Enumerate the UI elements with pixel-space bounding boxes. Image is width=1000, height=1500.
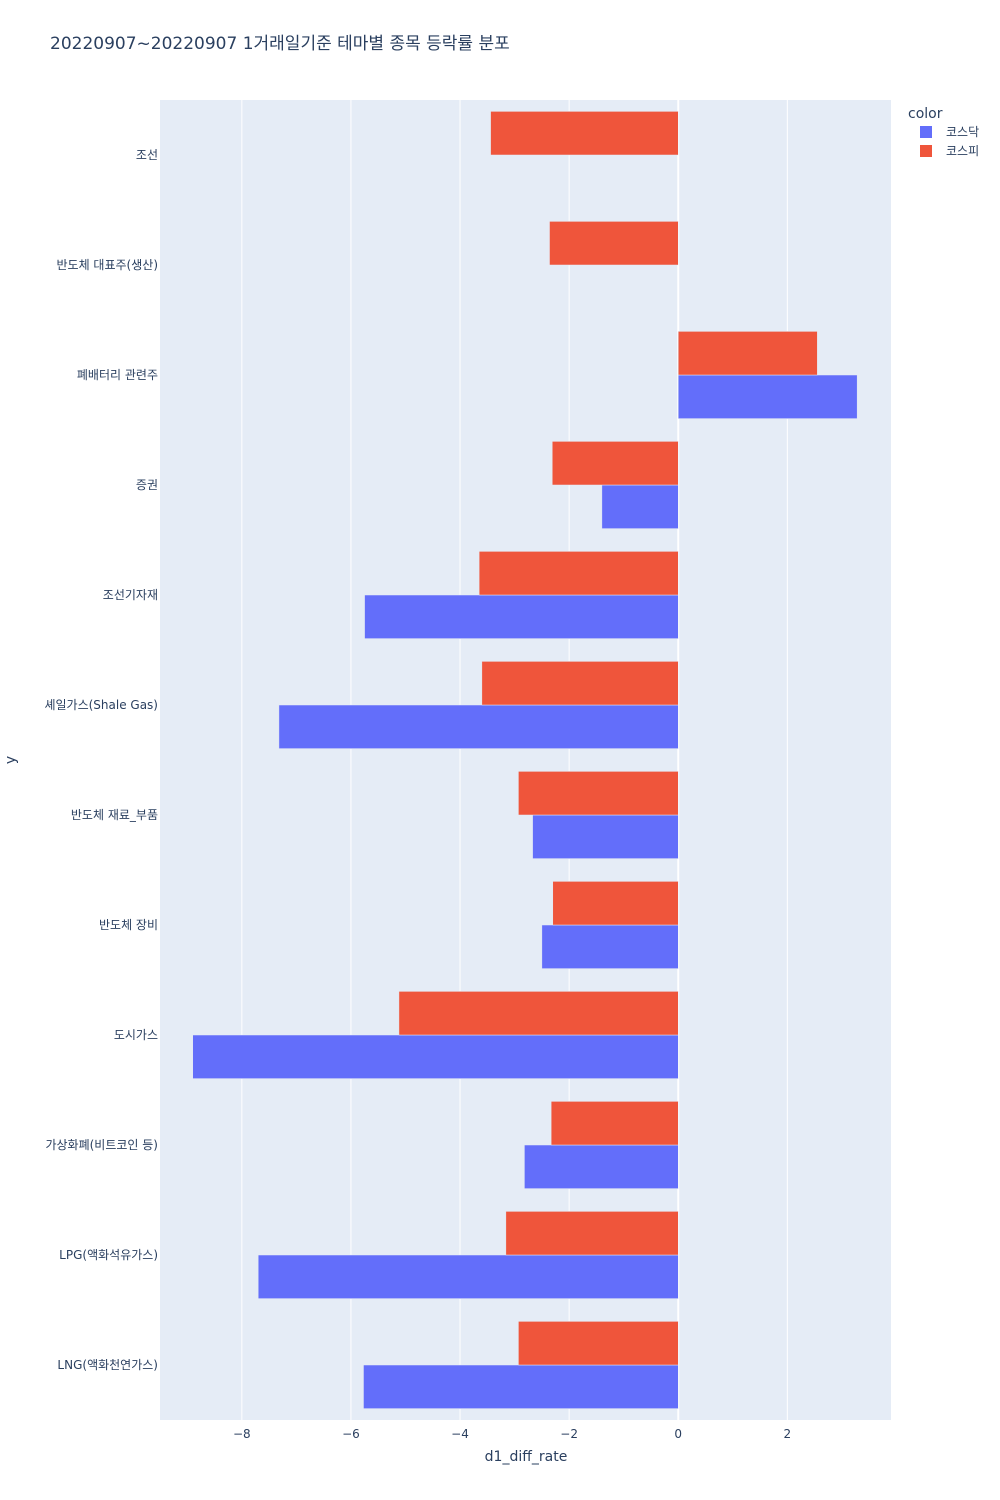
x-tick-label: 2 <box>784 1427 792 1441</box>
bar-kosdaq[interactable] <box>532 814 679 859</box>
bar-kosdaq[interactable] <box>524 1144 679 1189</box>
x-tick-label: 0 <box>674 1427 682 1441</box>
y-axis-title: y <box>3 756 19 764</box>
bar-kosdaq[interactable] <box>363 1364 679 1409</box>
bar-kospi[interactable] <box>518 1321 679 1366</box>
y-tick-label: 반도체 재료_부품 <box>71 808 158 822</box>
bar-kospi[interactable] <box>505 1211 679 1256</box>
y-tick-label: 폐배터리 관련주 <box>77 368 158 382</box>
y-tick-label: 조선 <box>136 148 158 162</box>
chart-title: 20220907~20220907 1거래일기준 테마별 종목 등락률 분포 <box>50 34 510 54</box>
bar-kospi[interactable] <box>518 771 679 816</box>
legend-swatch[interactable] <box>920 126 932 138</box>
y-tick-label: 증권 <box>136 478 158 492</box>
y-tick-label: 반도체 장비 <box>99 918 158 932</box>
y-tick-label: 셰일가스(Shale Gas) <box>44 698 158 712</box>
y-tick-label: 도시가스 <box>114 1028 158 1042</box>
bar-kospi[interactable] <box>478 551 679 596</box>
legend-label[interactable]: 코스피 <box>946 144 979 158</box>
legend-swatch[interactable] <box>920 145 932 157</box>
bar-kosdaq[interactable] <box>192 1034 679 1079</box>
x-tick-labels: −8 −6 −4 −2 0 2 <box>233 1427 791 1441</box>
bars[interactable] <box>192 111 858 1409</box>
bar-kosdaq[interactable] <box>364 594 679 639</box>
bar-kospi[interactable] <box>549 221 679 266</box>
y-tick-label: 반도체 대표주(생산) <box>57 258 159 272</box>
bar-kospi[interactable] <box>550 1101 679 1146</box>
bar-kosdaq[interactable] <box>677 374 858 419</box>
bar-kospi[interactable] <box>552 881 679 926</box>
bar-kosdaq[interactable] <box>278 704 679 749</box>
legend-label[interactable]: 코스닥 <box>946 125 979 139</box>
bar-kosdaq[interactable] <box>257 1254 679 1299</box>
y-tick-label: 조선기자재 <box>103 588 158 602</box>
y-tick-label: 가상화폐(비트코인 등) <box>45 1138 158 1152</box>
y-tick-label: LNG(액화천연가스) <box>57 1357 158 1372</box>
bar-kosdaq[interactable] <box>541 924 679 969</box>
x-tick-label: −2 <box>560 1427 578 1441</box>
bar-kospi[interactable] <box>481 661 679 706</box>
bar-kospi[interactable] <box>490 111 679 156</box>
bar-kosdaq[interactable] <box>601 484 679 529</box>
bar-kospi[interactable] <box>677 331 818 376</box>
x-tick-label: −4 <box>451 1427 469 1441</box>
bar-kospi[interactable] <box>551 441 679 486</box>
plot-background <box>160 100 891 1420</box>
gridlines <box>241 100 788 1420</box>
x-tick-label: −6 <box>342 1427 360 1441</box>
x-axis-title: d1_diff_rate <box>485 1449 568 1465</box>
legend-title: color <box>908 106 943 122</box>
bar-kospi[interactable] <box>398 991 679 1036</box>
x-tick-label: −8 <box>233 1427 251 1441</box>
y-tick-label: LPG(액화석유가스) <box>59 1248 158 1262</box>
